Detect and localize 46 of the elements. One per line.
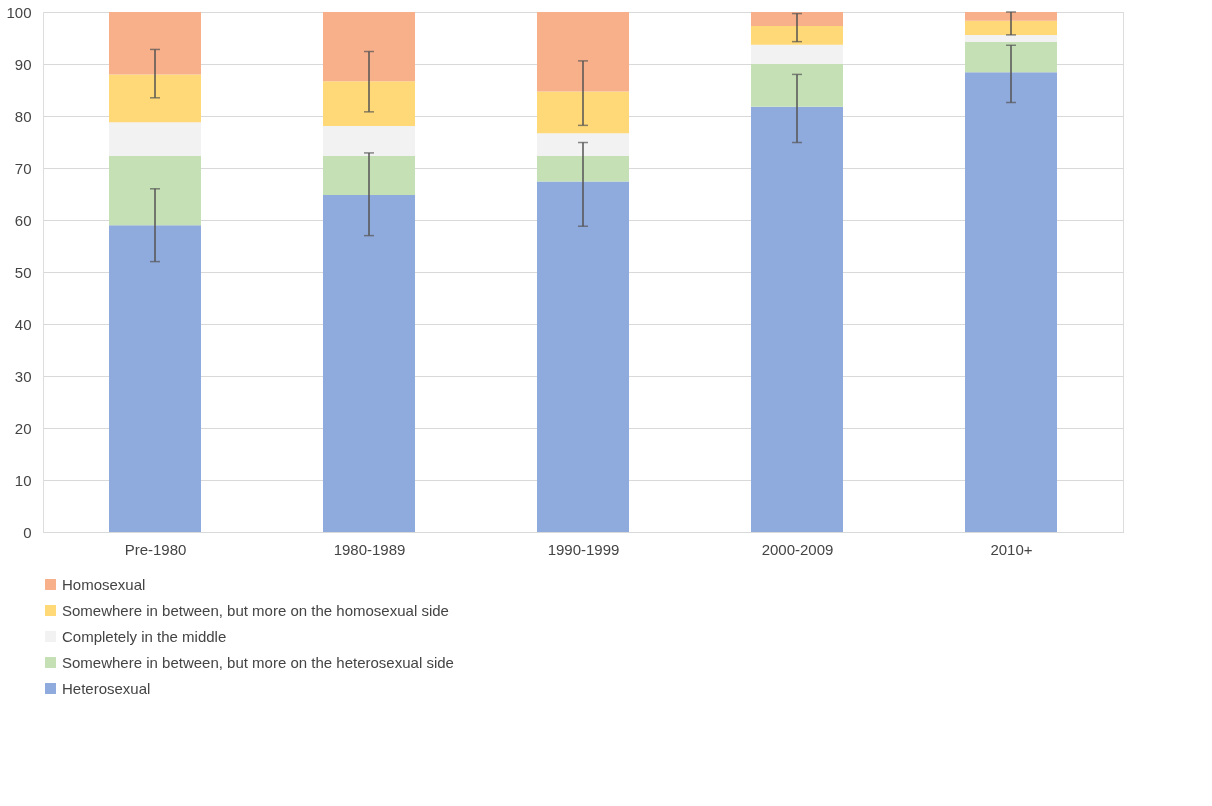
x-tick-label: Pre-1980 xyxy=(124,540,187,558)
bar xyxy=(323,195,415,532)
bar xyxy=(323,125,415,157)
bar xyxy=(965,34,1057,42)
bar xyxy=(537,12,629,92)
bar xyxy=(965,72,1057,532)
bar xyxy=(751,26,843,45)
bar xyxy=(109,74,201,123)
bar xyxy=(323,12,415,82)
bar xyxy=(537,156,629,182)
bar xyxy=(109,225,201,532)
bar xyxy=(751,64,843,107)
y-tick-label: 60 xyxy=(14,211,32,229)
y-tick-label: 40 xyxy=(14,315,32,333)
y-tick-label: 70 xyxy=(14,159,32,177)
bar xyxy=(323,156,415,196)
y-tick-label: 30 xyxy=(14,367,32,385)
bar xyxy=(323,81,415,126)
bar xyxy=(109,156,201,226)
bar xyxy=(751,106,843,532)
bar xyxy=(965,41,1057,73)
x-tick-label: 2010+ xyxy=(990,540,1033,558)
legend-label: Heterosexual xyxy=(62,679,151,697)
bar xyxy=(751,12,843,27)
y-tick-label: 20 xyxy=(14,419,32,437)
bar xyxy=(965,12,1057,21)
bar xyxy=(537,91,629,134)
y-tick-label: 50 xyxy=(14,263,32,281)
bar xyxy=(109,12,201,75)
bar xyxy=(965,20,1057,35)
y-tick-label: 10 xyxy=(14,471,32,489)
x-tick-label: 1990-1999 xyxy=(547,540,620,558)
legend-label: Homosexual xyxy=(62,575,146,593)
bar xyxy=(751,44,843,64)
bar xyxy=(109,122,201,157)
legend-label: Somewhere in between, but more on the heterosexual side xyxy=(62,653,454,671)
y-tick-label: 0 xyxy=(23,523,32,541)
x-tick-label: 2000-2009 xyxy=(761,540,834,558)
legend-label: Completely in the middle xyxy=(62,627,227,645)
legend-label: Somewhere in between, but more on the homosexual side xyxy=(62,601,449,619)
bar xyxy=(537,181,629,532)
x-tick-label: 1980-1989 xyxy=(333,540,406,558)
y-tick-label: 90 xyxy=(14,55,32,73)
bar xyxy=(537,133,629,157)
y-tick-label: 100 xyxy=(6,3,32,21)
y-tick-label: 80 xyxy=(14,107,32,125)
